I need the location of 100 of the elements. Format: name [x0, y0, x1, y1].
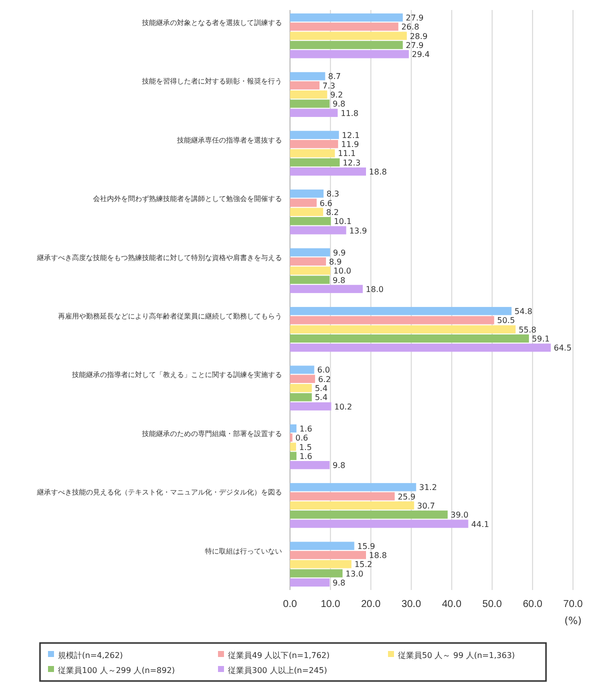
data-label: 54.8 — [514, 307, 532, 316]
data-label: 1.6 — [299, 452, 312, 461]
legend-label: 従業員300 人以上(n=245) — [228, 666, 328, 675]
bar — [290, 50, 409, 58]
data-label: 10.0 — [333, 266, 352, 276]
bar — [290, 190, 324, 198]
data-label: 25.9 — [398, 492, 416, 502]
data-label: 27.9 — [406, 14, 424, 23]
data-label: 8.3 — [326, 190, 340, 199]
data-label: 5.4 — [314, 384, 328, 394]
bar — [290, 13, 403, 22]
data-label: 30.7 — [417, 501, 435, 510]
data-label: 9.9 — [333, 248, 346, 258]
bar — [290, 393, 312, 402]
bar — [290, 550, 366, 560]
data-label: 11.8 — [340, 108, 359, 118]
x-tick-label: 0.0 — [283, 599, 298, 610]
data-label: 27.9 — [406, 40, 424, 50]
bar — [290, 72, 326, 80]
data-label: 28.9 — [410, 32, 428, 41]
bar — [290, 226, 346, 234]
data-label: 15.2 — [354, 560, 372, 570]
data-label: 13.0 — [346, 569, 364, 578]
x-axis-title: (%) — [564, 616, 582, 627]
bar — [290, 306, 512, 316]
bar — [290, 149, 335, 158]
bar — [290, 316, 494, 324]
data-label: 64.5 — [554, 344, 572, 353]
data-label: 9.8 — [332, 276, 346, 285]
data-label: 6.0 — [317, 366, 330, 375]
data-label: 12.3 — [342, 158, 361, 168]
bar — [290, 266, 330, 275]
bar — [290, 452, 296, 460]
bar — [290, 257, 326, 266]
bar — [290, 542, 354, 550]
data-label: 44.1 — [471, 520, 490, 529]
bar — [290, 520, 468, 528]
x-tick-label: 60.0 — [522, 599, 543, 610]
x-tick-label: 10.0 — [320, 599, 341, 610]
x-tick-label: 20.0 — [361, 599, 382, 610]
data-label: 55.8 — [518, 325, 536, 334]
bar — [290, 284, 363, 294]
bar — [290, 442, 296, 451]
data-label: 9.8 — [332, 100, 346, 109]
legend-label: 従業員50 人～ 99 人(n=1,363) — [398, 651, 515, 660]
data-label: 18.0 — [366, 284, 384, 294]
bar — [290, 167, 366, 176]
bar — [290, 501, 414, 510]
bar — [290, 560, 352, 568]
bar — [290, 140, 338, 148]
data-label: 0.6 — [295, 434, 308, 443]
data-label: 6.2 — [318, 374, 331, 384]
bar — [290, 344, 551, 352]
data-label: 11.1 — [338, 149, 356, 158]
data-label: 8.2 — [326, 208, 339, 217]
data-label: 10.2 — [334, 402, 352, 412]
bar — [290, 510, 448, 519]
legend-label: 従業員49 人以下(n=1,762) — [228, 651, 330, 660]
data-label: 11.9 — [341, 140, 359, 150]
data-label: 6.6 — [320, 198, 332, 208]
x-tick-label: 30.0 — [402, 599, 422, 610]
bar — [290, 276, 330, 284]
x-tick-label: 40.0 — [442, 599, 462, 610]
bar — [290, 208, 324, 216]
bar — [290, 108, 338, 117]
bar — [290, 569, 343, 578]
bar — [290, 461, 330, 470]
data-label: 18.8 — [369, 551, 387, 560]
bar — [290, 483, 416, 492]
data-label: 59.1 — [532, 334, 550, 344]
bar — [290, 40, 403, 50]
data-label: 29.4 — [412, 50, 430, 60]
data-label: 7.3 — [322, 81, 336, 90]
bar — [290, 22, 398, 31]
x-tick-label: 70.0 — [563, 599, 584, 610]
data-label: 26.8 — [401, 22, 420, 32]
bar — [290, 32, 407, 40]
data-label: 5.4 — [314, 393, 328, 402]
data-label: 9.8 — [332, 578, 346, 588]
bar — [290, 100, 330, 108]
bar — [290, 81, 320, 90]
data-label: 15.9 — [357, 542, 376, 551]
bar — [290, 374, 316, 383]
data-label: 50.5 — [497, 316, 515, 326]
bar — [290, 130, 339, 139]
bar — [290, 248, 330, 256]
data-label: 12.1 — [342, 130, 360, 140]
data-label: 9.2 — [330, 90, 343, 100]
bar — [290, 158, 340, 166]
bar — [290, 424, 296, 433]
data-label: 10.1 — [334, 217, 352, 226]
data-label: 39.0 — [450, 510, 468, 520]
bar — [290, 492, 395, 500]
data-label: 1.5 — [299, 442, 312, 452]
bar — [290, 198, 317, 207]
data-label: 18.8 — [369, 168, 387, 177]
data-label: 13.9 — [349, 226, 368, 236]
bar — [290, 578, 330, 587]
data-label: 8.7 — [328, 72, 341, 82]
legend-label: 従業員100 人～299 人(n=892) — [58, 666, 175, 675]
